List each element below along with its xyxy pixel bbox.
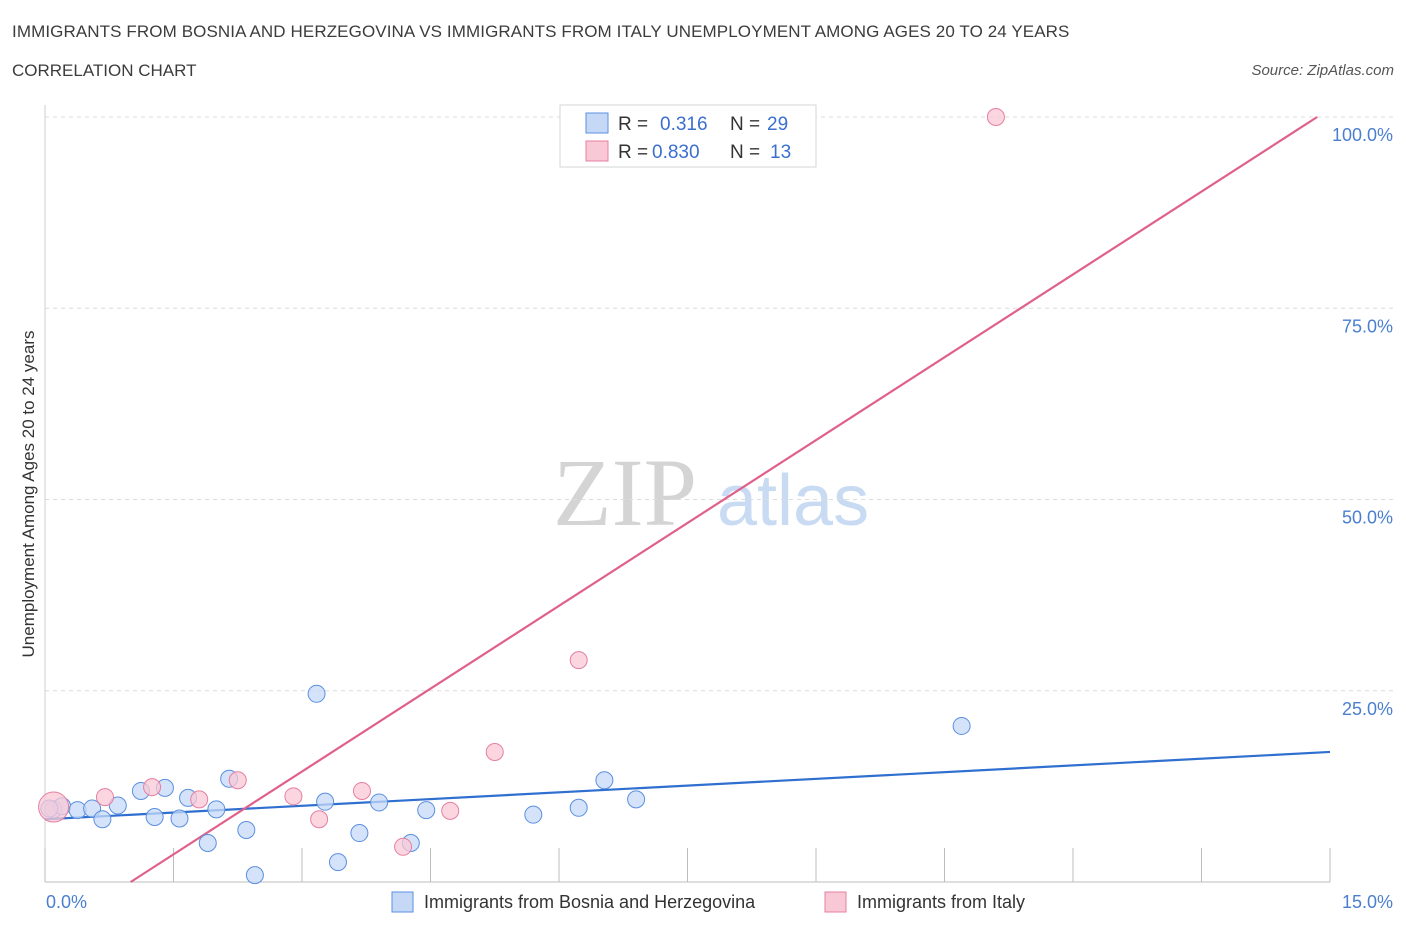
trendlines — [44, 116, 1331, 883]
point-italy-8 — [394, 837, 413, 856]
point-italy-7 — [352, 781, 371, 800]
bottom-legend-label-bosnia: Immigrants from Bosnia and Herzegovina — [424, 892, 756, 912]
x-tick-label-max: 15.0% — [1342, 892, 1393, 912]
legend-r-label-italy: R = — [618, 142, 648, 163]
point-italy-4 — [228, 771, 247, 790]
point-italy-12 — [986, 108, 1005, 126]
trendline-bosnia — [44, 750, 1331, 821]
point-bosnia-27 — [952, 716, 971, 735]
point-bosnia-14 — [237, 820, 256, 839]
point-bosnia-11 — [198, 833, 217, 852]
bottom-legend-label-italy: Immigrants from Italy — [857, 892, 1025, 912]
y-tick-label-50: 50.0% — [1342, 508, 1393, 528]
y-tick-label-100: 100.0% — [1332, 125, 1393, 145]
legend-r-label-bosnia: R = — [618, 114, 648, 135]
y-axis-title: Unemployment Among Ages 20 to 24 years — [19, 331, 38, 658]
point-italy-9 — [441, 801, 460, 820]
legend-r-value-italy: 0.830 — [652, 142, 700, 163]
point-bosnia-17 — [316, 792, 335, 811]
point-italy-10 — [485, 742, 504, 761]
point-bosnia-18 — [328, 853, 347, 872]
point-italy-6 — [310, 810, 329, 829]
point-bosnia-9 — [170, 809, 189, 828]
chart-title: IMMIGRANTS FROM BOSNIA AND HERZEGOVINA V… — [12, 22, 1070, 41]
watermark-atlas: atlas — [717, 461, 869, 541]
point-bosnia-23 — [524, 805, 543, 824]
point-bosnia-15 — [245, 866, 264, 885]
gridlines — [45, 116, 1393, 692]
point-bosnia-20 — [370, 793, 389, 812]
point-italy-1 — [95, 788, 114, 807]
point-italy-2 — [143, 778, 162, 797]
point-bosnia-25 — [595, 771, 614, 790]
legend-n-value-italy: 13 — [770, 142, 791, 163]
y-tick-label-75: 75.0% — [1342, 316, 1393, 336]
bottom-legend-swatch-bosnia — [391, 891, 414, 913]
legend-n-label-italy: N = — [730, 142, 760, 163]
legend-n-value-bosnia: 29 — [767, 114, 788, 135]
y-tick-labels: 25.0% 50.0% 75.0% 100.0% — [1332, 125, 1393, 719]
legend-r-value-bosnia: 0.316 — [660, 114, 708, 135]
point-bosnia-7 — [145, 807, 164, 826]
x-ticks — [44, 848, 1331, 882]
top-legend: R = 0.316 N = 29 R = 0.830 N = 13 — [559, 104, 817, 168]
bottom-legend-swatch-italy — [824, 891, 847, 913]
point-italy-3 — [190, 790, 209, 809]
point-bosnia-12 — [207, 800, 226, 819]
chart-subtitle: CORRELATION CHART — [12, 61, 197, 80]
point-bosnia-16 — [307, 684, 326, 703]
point-italy-0 — [38, 791, 70, 823]
point-bosnia-24 — [569, 798, 588, 817]
legend-swatch-bosnia — [585, 112, 609, 134]
y-tick-label-25: 25.0% — [1342, 699, 1393, 719]
watermark-zip: ZIP — [553, 439, 697, 546]
point-bosnia-4 — [93, 810, 112, 829]
point-italy-5 — [284, 787, 303, 806]
legend-swatch-italy — [585, 140, 609, 162]
point-bosnia-22 — [417, 801, 436, 820]
legend-n-label-bosnia: N = — [730, 114, 760, 135]
bottom-legend: Immigrants from Bosnia and Herzegovina I… — [391, 891, 1025, 913]
point-bosnia-5 — [108, 796, 127, 815]
data-points — [38, 108, 1005, 885]
watermark: ZIP atlas — [553, 439, 869, 546]
point-bosnia-26 — [627, 790, 646, 809]
trendline-italy — [130, 116, 1318, 883]
x-tick-label-min: 0.0% — [46, 892, 87, 912]
point-bosnia-19 — [350, 824, 369, 843]
point-italy-11 — [569, 651, 588, 670]
source-note: Source: ZipAtlas.com — [1251, 62, 1394, 79]
